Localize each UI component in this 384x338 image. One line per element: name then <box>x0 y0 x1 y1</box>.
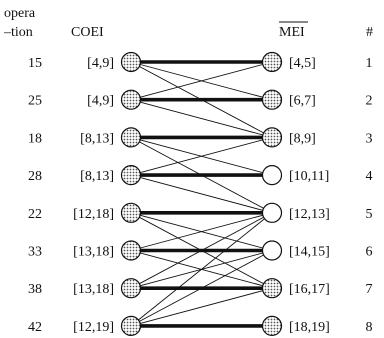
mei-node <box>261 315 283 336</box>
row-index-label: 8 <box>366 320 373 335</box>
operation-header-line2: –tion <box>3 25 33 40</box>
row-index-label: 7 <box>366 282 373 297</box>
row-index-label: 5 <box>366 207 373 222</box>
coei-node <box>120 89 142 110</box>
operation-label: 15 <box>28 56 42 71</box>
mei-node <box>261 202 283 223</box>
compatibility-edge <box>130 174 273 214</box>
mei-interval-label: [18,19] <box>289 320 330 335</box>
mei-header: MEI <box>279 25 305 40</box>
operation-label: 22 <box>28 207 42 222</box>
coei-interval-label: [8,13] <box>80 131 114 146</box>
mei-interval-label: [10,11] <box>289 169 329 184</box>
mei-interval-label: [6,7] <box>289 94 316 109</box>
mei-interval-label: [16,17] <box>289 282 330 297</box>
compatibility-edge <box>130 212 273 327</box>
compatibility-edge <box>130 212 273 251</box>
row-index-label: 6 <box>366 245 373 260</box>
coei-interval-label: [12,18] <box>73 207 114 222</box>
coei-interval-label: [4,9] <box>87 56 114 71</box>
coei-node <box>120 278 142 299</box>
mei-node <box>261 127 283 148</box>
compatibility-edge <box>130 99 273 138</box>
operation-header-line1: opera <box>4 6 36 21</box>
coei-node <box>120 202 142 223</box>
mei-node <box>261 89 283 110</box>
coei-node <box>120 51 142 73</box>
coei-node <box>120 165 142 186</box>
row-index-label: 4 <box>366 169 373 184</box>
compatibility-edge <box>130 250 273 327</box>
coei-interval-label: [8,13] <box>80 169 114 184</box>
operation-label: 38 <box>28 282 42 297</box>
coei-node <box>120 240 142 261</box>
coei-node <box>120 315 142 336</box>
mei-interval-label: [4,5] <box>289 56 316 71</box>
coei-header: COEI <box>71 25 104 40</box>
mei-interval-label: [8,9] <box>289 131 316 146</box>
compatibility-edge <box>130 136 273 176</box>
coei-interval-label: [12,19] <box>73 320 114 335</box>
index-header: # <box>366 25 373 40</box>
compatibility-edge <box>130 61 273 101</box>
coei-interval-label: [4,9] <box>87 94 114 109</box>
operation-label: 28 <box>28 169 42 184</box>
coei-node <box>120 127 142 148</box>
row-index-label: 3 <box>366 131 373 146</box>
row-index-label: 1 <box>366 56 373 71</box>
compatibility-edge <box>130 212 273 289</box>
mei-node <box>261 165 283 186</box>
labels-group: 15 [4,9] [4,5] 1 25 [4,9] [6,7] 2 18 [8,13] [8,9] 3… <box>28 56 373 335</box>
operation-label: 18 <box>28 131 42 146</box>
coei-interval-label: [13,18] <box>73 245 114 260</box>
operation-label: 42 <box>28 320 42 335</box>
mei-node <box>261 51 283 73</box>
operation-label: 33 <box>28 245 42 260</box>
operation-label: 25 <box>28 94 42 109</box>
coei-interval-label: [13,18] <box>73 282 114 297</box>
edges-group <box>130 60 273 328</box>
mei-node <box>261 240 283 261</box>
mei-node <box>261 278 283 299</box>
row-index-label: 2 <box>366 94 373 109</box>
nodes-group <box>120 51 283 336</box>
compatibility-edge <box>130 287 273 327</box>
mei-interval-label: [12,13] <box>289 207 330 222</box>
mei-interval-label: [14,15] <box>289 245 330 260</box>
